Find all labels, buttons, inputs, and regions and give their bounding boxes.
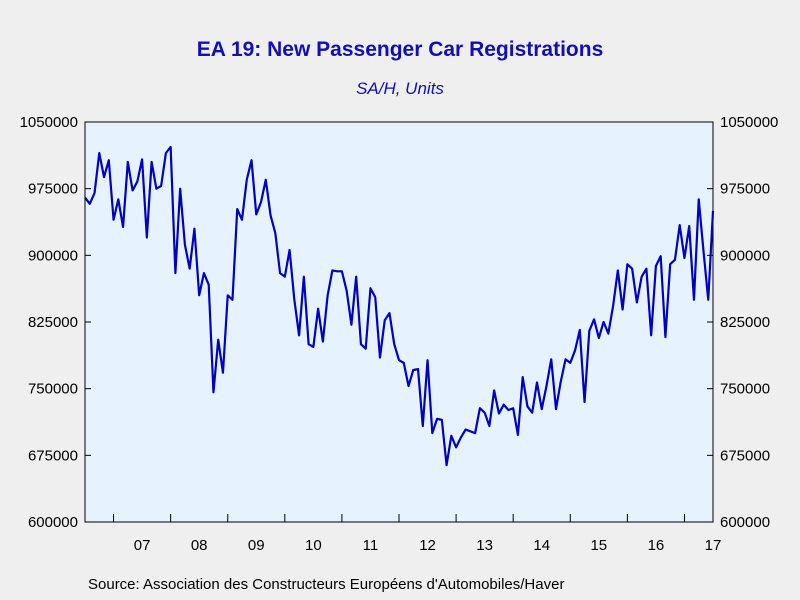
y-tick-label-left: 1050000 xyxy=(20,114,78,131)
y-tick-label-left: 750000 xyxy=(28,381,78,398)
y-tick-label-right: 900000 xyxy=(720,247,770,264)
y-tick-label-right: 975000 xyxy=(720,181,770,198)
x-tick-label: 13 xyxy=(476,537,493,554)
x-tick-label: 07 xyxy=(134,537,151,554)
series-line xyxy=(84,145,715,467)
y-tick-label-left: 600000 xyxy=(28,514,78,531)
y-tick-label-left: 675000 xyxy=(28,447,78,464)
x-tick-label: 09 xyxy=(248,537,265,554)
y-tick-label-right: 1050000 xyxy=(720,114,778,131)
y-tick-label-right: 825000 xyxy=(720,314,770,331)
chart-title: EA 19: New Passenger Car Registrations xyxy=(196,38,604,61)
axis-ticks xyxy=(85,121,713,523)
x-tick-label: 12 xyxy=(419,537,436,554)
chart-subtitle: SA/H, Units xyxy=(356,79,444,98)
y-tick-label-right: 750000 xyxy=(720,381,770,398)
x-tick-label: 11 xyxy=(363,537,379,554)
y-tick-label-right: 675000 xyxy=(720,447,770,464)
source-note: Source: Association des Constructeurs Eu… xyxy=(88,576,565,593)
y-tick-label-right: 600000 xyxy=(720,514,770,531)
x-tick-label: 15 xyxy=(590,537,607,554)
x-tick-label: 08 xyxy=(191,537,208,554)
x-tick-label: 14 xyxy=(533,537,550,554)
x-tick-label: 16 xyxy=(648,537,665,554)
x-tick-label: 17 xyxy=(705,537,722,554)
x-tick-label: 10 xyxy=(305,537,322,554)
axis-labels: 600000 600000 675000 675000 750000 750000 8250… xyxy=(20,114,779,554)
y-tick-label-left: 900000 xyxy=(28,247,78,264)
y-tick-label-left: 825000 xyxy=(28,314,78,331)
y-tick-label-left: 975000 xyxy=(28,181,78,198)
plot-area xyxy=(84,121,714,523)
